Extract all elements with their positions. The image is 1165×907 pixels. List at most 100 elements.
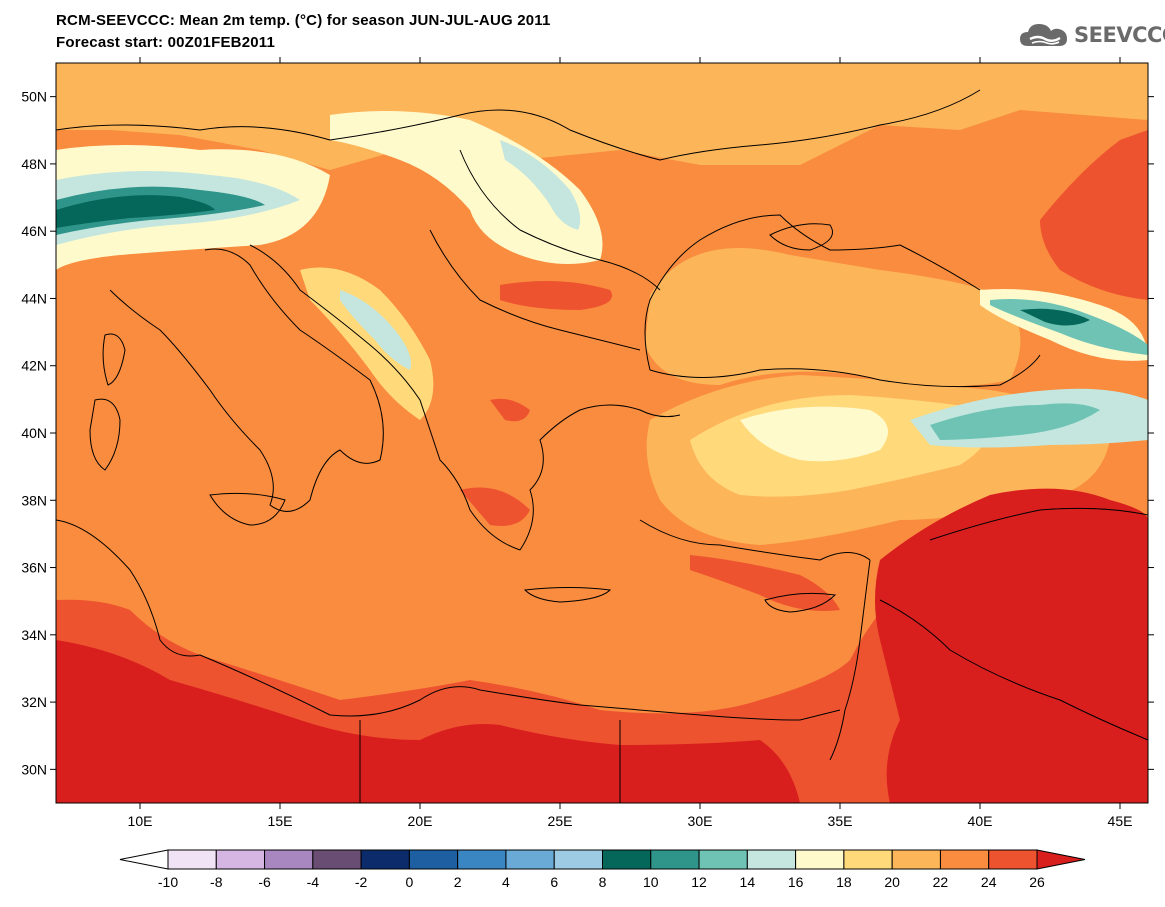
colorbar-label: -10 (158, 874, 178, 890)
colorbar-label: -4 (307, 874, 320, 890)
colorbar-swatch (891, 849, 941, 870)
field-peloponnese-warm (460, 487, 530, 526)
colorbar-under-triangle (119, 849, 169, 870)
field-dinaric (300, 267, 434, 420)
field-carpathians (330, 111, 603, 264)
colorbar-swatch (843, 849, 893, 870)
colorbar-swatch (264, 849, 314, 870)
colorbar-label: 16 (788, 874, 804, 890)
colorbar-swatch (602, 849, 652, 870)
colorbar-swatch (650, 849, 700, 870)
field-danube-warm (500, 281, 612, 310)
colorbar-label: 24 (981, 874, 997, 890)
lat-tick-label: 30N (21, 761, 47, 777)
lat-tick-label: 50N (21, 89, 47, 105)
balkan-border (429, 229, 641, 351)
field-black-sea (645, 248, 1021, 387)
lon-tick-label: 15E (268, 813, 293, 829)
lon-tick-label: 35E (828, 813, 853, 829)
colorbar-swatch (746, 849, 797, 870)
temperature-field (56, 63, 1148, 803)
field-alps-10-12 (56, 195, 215, 228)
field-anatolia-16-18 (740, 406, 888, 462)
colorbar-label: 8 (599, 874, 607, 890)
lat-tick-label: 34N (21, 627, 47, 643)
colorbar-label: -8 (210, 874, 223, 890)
colorbar-label: 2 (454, 874, 462, 890)
colorbar-over-triangle (1036, 849, 1086, 870)
colorbar-swatch (939, 849, 990, 870)
black-sea-coast (644, 214, 981, 371)
lon-tick-label: 40E (968, 813, 993, 829)
lon-tick-label: 10E (128, 813, 153, 829)
turkey-syria-border (929, 507, 1148, 541)
colorbar-label: -6 (258, 874, 271, 890)
field-arabia-gt-26 (875, 488, 1148, 803)
cloud-logo-icon (1020, 24, 1067, 46)
cyprus-coast (764, 592, 837, 613)
colorbar-label: 12 (691, 874, 707, 890)
lon-tick-label: 45E (1108, 813, 1133, 829)
lat-tick-label: 32N (21, 694, 47, 710)
syria-iraq-border (879, 599, 1148, 741)
colorbar-label: 26 (1029, 874, 1045, 890)
lon-tick-label: 20E (408, 813, 433, 829)
colorbar-swatch (167, 849, 217, 870)
seevccc-logo: SEEVCCC (1018, 20, 1165, 50)
colorbar-label: 10 (643, 874, 659, 890)
colorbar-swatch (215, 849, 266, 870)
colorbar-swatch (360, 849, 410, 870)
northern-borders (56, 89, 981, 161)
forecast-start-subtitle: Forecast start: 00Z01FEB2011 (56, 34, 276, 51)
lat-tick-label: 36N (21, 560, 47, 576)
colorbar-label: 18 (836, 874, 852, 890)
crete-coast (523, 587, 612, 603)
field-northeast-24-26 (1040, 130, 1148, 300)
north-africa-coast (56, 519, 841, 721)
field-cyprus-coast-warm (690, 555, 840, 611)
colorbar-swatch (795, 849, 845, 870)
colorbar-swatch (457, 849, 507, 870)
colorbar: -10 -8 -6 -4 -2 0 2 4 6 8 10 12 14 16 18 20 22 24 26 (119, 849, 1086, 890)
field-20-22-north (56, 63, 1148, 175)
colorbar-swatch (698, 849, 748, 870)
colorbar-label: -2 (355, 874, 368, 890)
lat-tick-label: 44N (21, 290, 47, 306)
romania-border (459, 149, 661, 291)
colorbar-label: 6 (550, 874, 558, 890)
lat-tick-label: 40N (21, 425, 47, 441)
colorbar-label: 14 (740, 874, 756, 890)
field-libya-gt-26 (56, 640, 800, 803)
corsica-coast (102, 333, 126, 386)
field-east-anatolia-12-14 (930, 403, 1100, 440)
colorbar-swatch (312, 849, 362, 870)
turkey-south-coast (639, 519, 871, 561)
colorbar-swatch (408, 849, 459, 870)
map-title: RCM-SEEVCCC: Mean 2m temp. (°C) for seas… (56, 12, 551, 29)
lat-tick-label: 48N (21, 156, 47, 172)
crimea-coast (769, 223, 833, 251)
levant-coast (829, 559, 871, 761)
lat-tick-label: 46N (21, 223, 47, 239)
field-dinaric-cool (340, 290, 411, 370)
lat-tick-label: 42N (21, 358, 47, 374)
field-caucasus-10-12 (1020, 308, 1090, 326)
colorbar-swatch (505, 849, 555, 870)
adriatic-east-coast (249, 244, 521, 551)
coastlines (56, 89, 1148, 803)
colorbar-label: 4 (502, 874, 510, 890)
field-thessaloniki-warm (490, 398, 530, 422)
sardinia-coast (89, 398, 121, 471)
greece-coast (519, 404, 681, 551)
turkey-north-coast (649, 354, 1041, 388)
lon-tick-label: 30E (688, 813, 713, 829)
lon-tick-label: 25E (548, 813, 573, 829)
logo-text: SEEVCCC (1074, 23, 1165, 47)
colorbar-label: 20 (884, 874, 900, 890)
field-carpathians-cool (500, 140, 581, 230)
sicily-coast (209, 492, 286, 526)
colorbar-label: 0 (405, 874, 413, 890)
latitude-axis: 50N 48N 46N 44N 42N 40N 38N 36N 34N 32N 30N (21, 89, 1154, 777)
colorbar-label: 22 (933, 874, 949, 890)
